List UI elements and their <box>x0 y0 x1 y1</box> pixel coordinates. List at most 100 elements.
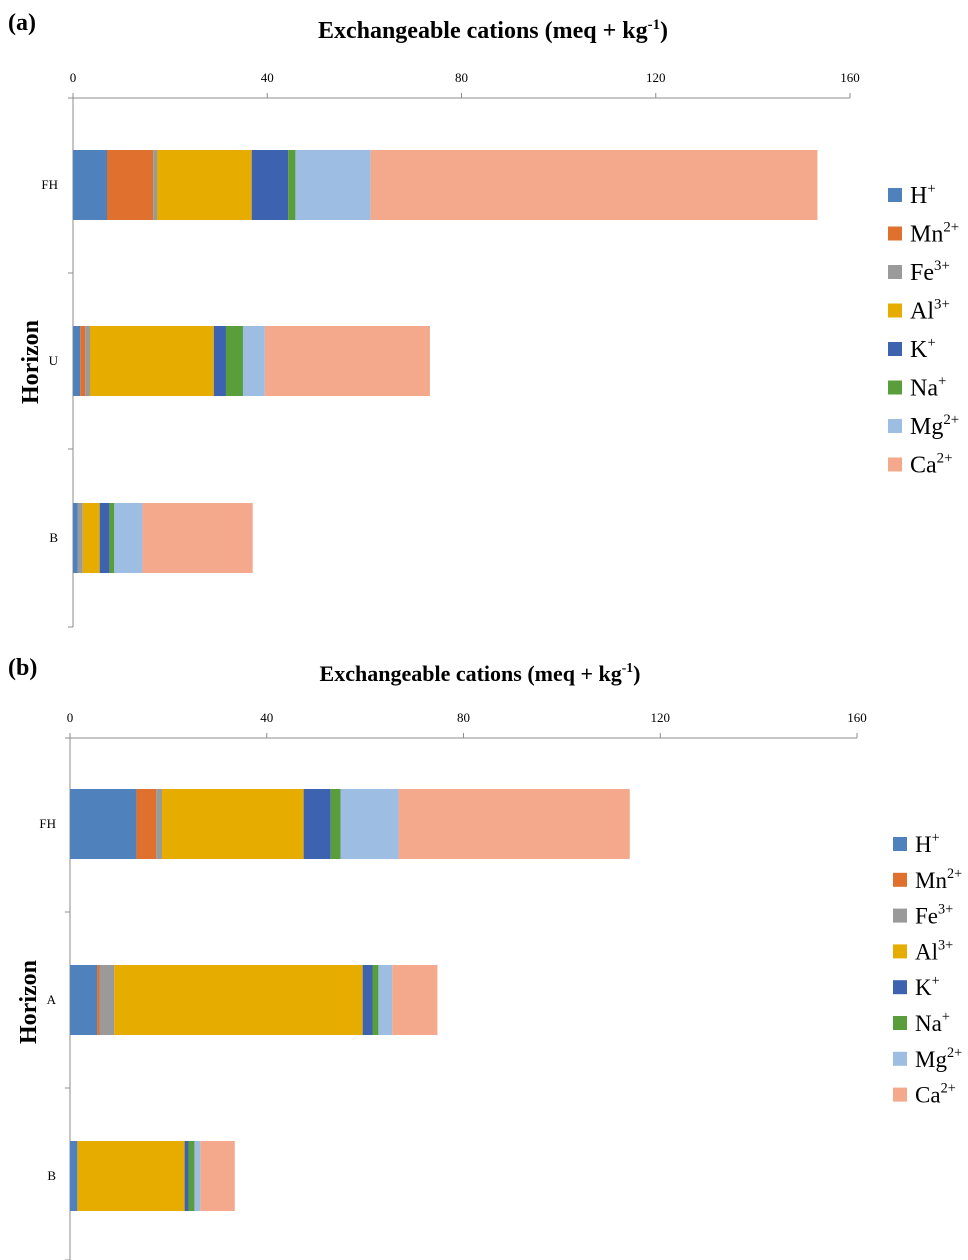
legend-charge: + <box>932 973 940 989</box>
legend-swatch <box>888 457 902 472</box>
y-axis-label: Horizon <box>16 960 42 1044</box>
bar-segment-na-fh <box>288 150 296 220</box>
legend-swatch <box>893 1016 907 1030</box>
legend-label: Ca2+ <box>910 451 953 479</box>
bar-segment-k-b <box>184 1141 189 1211</box>
legend-charge: 2+ <box>947 1045 962 1061</box>
bar-segment-fe-fh <box>156 789 162 859</box>
legend-label: H+ <box>915 830 940 857</box>
legend-charge: 3+ <box>938 937 953 953</box>
legend-charge: + <box>927 335 935 351</box>
legend-ion: Na <box>910 376 938 402</box>
legend-ion: Ca <box>915 1083 941 1108</box>
bar-segment-mg-a <box>378 965 393 1035</box>
category-label: B <box>49 530 58 545</box>
legend-ion: Mg <box>915 1047 947 1072</box>
legend-ion: Al <box>915 939 938 964</box>
panel-a: (a) Exchangeable cations (meq + kg-1) 0 40 8… <box>8 10 959 628</box>
bar-segment-k-fh <box>251 150 289 220</box>
chart-title: Exchangeable cations (meq + kg-1) <box>320 660 641 686</box>
legend-label: Fe3+ <box>915 902 953 929</box>
chart-title: Exchangeable cations (meq + kg-1) <box>318 17 668 44</box>
bar-segment-al-u <box>89 326 214 396</box>
bar-segment-ca-fh <box>370 150 818 220</box>
chart-title-suffix: ) <box>660 18 668 44</box>
chart-title-text: Exchangeable cations (meq + kg <box>320 661 622 686</box>
legend-charge: 2+ <box>943 412 959 428</box>
legend-charge: + <box>927 181 935 197</box>
legend-swatch <box>893 944 907 959</box>
bar-segment-k-u <box>213 326 226 396</box>
bar-segment-na-b <box>109 503 115 573</box>
bar-segment-h-fh <box>70 789 137 859</box>
x-tick-label: 0 <box>67 710 74 725</box>
legend-charge: + <box>942 1009 950 1025</box>
legend-charge: + <box>938 374 946 390</box>
bar-segment-ca-a <box>392 965 438 1035</box>
x-tick-label: 40 <box>261 70 274 85</box>
legend-charge: 2+ <box>937 451 953 467</box>
legend-charge: + <box>932 830 940 846</box>
bar-segment-ca-b <box>142 503 253 573</box>
bar-segment-mn-u <box>80 326 86 396</box>
chart-title-superscript: -1 <box>648 17 660 33</box>
bar-segment-al-b <box>77 1141 185 1211</box>
category-label: U <box>49 353 59 368</box>
chart-title-superscript: -1 <box>622 660 634 675</box>
category-label: A <box>47 992 57 1007</box>
x-tick-label: 80 <box>455 70 468 85</box>
legend-ion: Mg <box>910 414 943 440</box>
x-tick-label: 0 <box>70 70 77 85</box>
legend-label: Fe3+ <box>910 258 950 286</box>
panel-b: (b) Exchangeable cations (meq + kg-1) 0 40 8… <box>8 655 962 1260</box>
legend-label: Mg2+ <box>915 1045 962 1072</box>
chart-title-text: Exchangeable cations (meq + kg <box>318 18 648 44</box>
bar-segment-ca-fh <box>398 789 630 859</box>
legend-ion: H <box>910 183 927 209</box>
bar-segment-mg-b <box>194 1141 201 1211</box>
bar-segment-h-u <box>73 326 81 396</box>
legend-charge: 2+ <box>941 1081 956 1097</box>
bar-segment-h-b <box>70 1141 78 1211</box>
legend-swatch <box>888 380 902 395</box>
x-tick-label: 80 <box>457 710 470 725</box>
legend-charge: 2+ <box>947 866 962 882</box>
legend-ion: Ca <box>910 453 937 479</box>
bar-segment-k-a <box>362 965 373 1035</box>
legend-ion: H <box>915 832 932 857</box>
x-tick-label: 40 <box>260 710 273 725</box>
legend-label: Al3+ <box>915 937 953 964</box>
legend-swatch <box>893 872 907 887</box>
legend-label: Na+ <box>915 1009 950 1036</box>
legend-swatch <box>893 1087 907 1102</box>
bar-segment-mn-a <box>97 965 100 1035</box>
bar-segment-mn-fh <box>106 150 154 220</box>
bar-segment-mn-fh <box>136 789 157 859</box>
legend-swatch <box>888 419 902 433</box>
bar-segment-mg-u <box>242 326 265 396</box>
legend-swatch <box>893 980 907 995</box>
legend-swatch <box>888 188 902 202</box>
legend-label: Mn2+ <box>910 220 959 248</box>
legend-ion: Na <box>915 1011 942 1036</box>
bar-segment-ca-u <box>264 326 430 396</box>
bar-segment-mg-b <box>114 503 143 573</box>
x-tick-label: 160 <box>840 70 860 85</box>
legend-ion: Al <box>910 299 934 325</box>
bar-segment-h-a <box>70 965 98 1035</box>
x-tick-label: 120 <box>646 70 666 85</box>
legend-label: Mg2+ <box>910 412 959 440</box>
panel-label: (b) <box>8 655 37 681</box>
legend-label: Mn2+ <box>915 866 962 893</box>
bar-segment-h-b <box>73 503 78 573</box>
bar-segment-na-u <box>225 326 243 396</box>
legend-swatch <box>893 908 907 923</box>
legend-label: H+ <box>910 181 936 209</box>
x-tick-label: 120 <box>651 710 671 725</box>
category-label: FH <box>39 816 56 831</box>
bar-segment-al-fh <box>157 150 252 220</box>
legend-ion: K <box>910 337 928 363</box>
legend-ion: Fe <box>910 260 934 286</box>
legend-swatch <box>888 342 902 356</box>
